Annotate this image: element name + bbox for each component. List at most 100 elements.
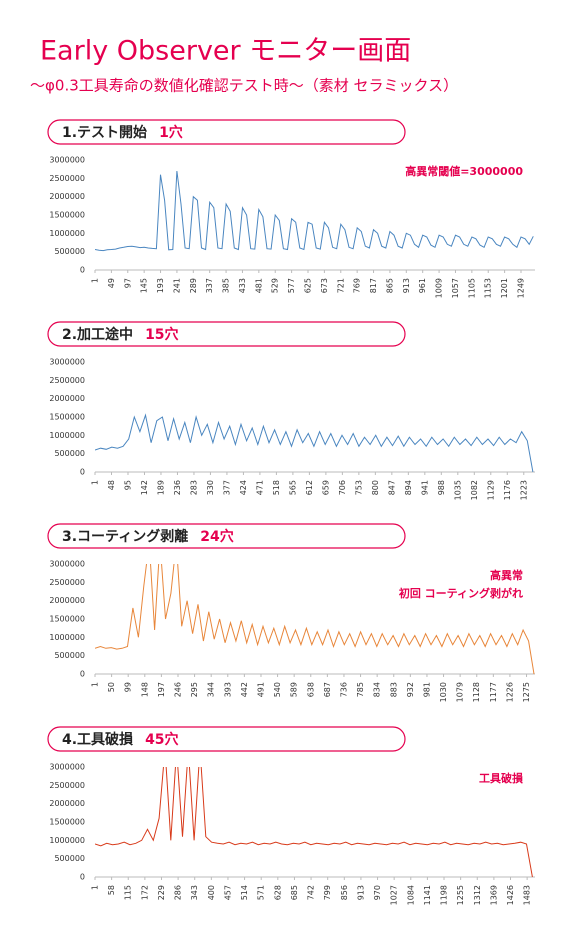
x-tick-label: 1	[91, 480, 100, 485]
x-tick-label: 913	[356, 885, 365, 900]
x-tick-label: 638	[306, 682, 315, 697]
x-tick-label: 337	[205, 278, 214, 293]
x-tick-label: 1141	[423, 885, 432, 905]
y-tick-label: 3000000	[49, 156, 85, 165]
y-tick-label: 1000000	[49, 229, 85, 238]
x-tick-label: 142	[140, 480, 149, 495]
y-tick-label: 2500000	[49, 174, 85, 183]
x-tick-label: 514	[240, 885, 249, 900]
y-tick-label: 1000000	[49, 836, 85, 845]
x-tick-label: 518	[272, 480, 281, 495]
x-tick-label: 847	[387, 480, 396, 495]
x-tick-label: 856	[340, 885, 349, 900]
section-header	[47, 726, 406, 752]
x-tick-label: 834	[373, 682, 382, 697]
y-tick-label: 2000000	[49, 192, 85, 201]
section-title: 2.加工途中	[62, 326, 133, 343]
x-tick-label: 481	[254, 278, 263, 293]
x-tick-label: 1198	[440, 885, 449, 905]
x-tick-label: 1030	[439, 682, 448, 702]
x-tick-label: 246	[173, 682, 182, 697]
x-tick-label: 385	[222, 278, 231, 293]
x-tick-label: 1176	[503, 480, 512, 500]
x-tick-label: 343	[190, 885, 199, 900]
x-tick-label: 612	[305, 480, 314, 495]
y-tick-label: 1500000	[49, 615, 85, 624]
y-tick-label: 1500000	[49, 211, 85, 220]
x-tick-label: 241	[172, 278, 181, 293]
y-tick-label: 2000000	[49, 394, 85, 403]
x-tick-label: 673	[320, 278, 329, 293]
y-tick-label: 3000000	[49, 358, 85, 367]
x-tick-label: 981	[422, 682, 431, 697]
x-tick-label: 1084	[406, 885, 415, 905]
x-tick-label: 883	[389, 682, 398, 697]
x-tick-label: 457	[223, 885, 232, 900]
x-tick-label: 1483	[523, 885, 532, 905]
x-tick-label: 1226	[505, 682, 514, 702]
x-tick-label: 742	[307, 885, 316, 900]
x-tick-label: 721	[336, 278, 345, 293]
y-tick-label: 3000000	[49, 560, 85, 569]
x-tick-label: 894	[404, 480, 413, 495]
x-tick-label: 236	[173, 480, 182, 495]
x-tick-label: 685	[290, 885, 299, 900]
y-tick-label: 1500000	[49, 818, 85, 827]
x-tick-label: 344	[207, 682, 216, 697]
y-tick-label: 500000	[54, 854, 85, 863]
x-tick-label: 172	[140, 885, 149, 900]
section-header	[47, 523, 406, 549]
section-count: 24穴	[200, 528, 233, 545]
annotation: 高異常閾値=3000000	[405, 164, 523, 178]
x-tick-label: 1	[91, 682, 100, 687]
x-tick-label: 145	[140, 278, 149, 293]
section-header	[47, 119, 406, 145]
page-subtitle: 〜φ0.3工具寿命の数値化確認テスト時〜（素材 セラミックス）	[30, 77, 458, 95]
x-tick-label: 1177	[489, 682, 498, 702]
y-tick-label: 0	[80, 873, 85, 882]
x-tick-label: 95	[123, 480, 132, 490]
x-tick-label: 1009	[435, 278, 444, 298]
x-tick-label: 865	[385, 278, 394, 293]
x-tick-label: 115	[124, 885, 133, 900]
x-tick-label: 50	[107, 682, 116, 692]
section-title: 1.テスト開始	[62, 124, 147, 141]
x-tick-label: 1027	[390, 885, 399, 905]
x-tick-label: 193	[156, 278, 165, 293]
data-line	[95, 767, 533, 877]
x-tick-label: 295	[190, 682, 199, 697]
x-tick-label: 189	[156, 480, 165, 495]
section-count: 15穴	[145, 326, 178, 343]
x-tick-label: 1255	[456, 885, 465, 905]
y-tick-label: 0	[80, 266, 85, 275]
data-line	[95, 564, 535, 674]
y-tick-label: 2500000	[49, 376, 85, 385]
x-tick-label: 625	[304, 278, 313, 293]
x-tick-label: 424	[239, 480, 248, 495]
x-tick-label: 1369	[489, 885, 498, 905]
x-tick-label: 148	[140, 682, 149, 697]
x-tick-label: 800	[371, 480, 380, 495]
x-tick-label: 433	[238, 278, 247, 293]
section-count: 1穴	[159, 124, 183, 141]
data-line	[95, 413, 534, 472]
x-tick-label: 97	[123, 278, 132, 288]
x-tick-label: 628	[273, 885, 282, 900]
x-tick-label: 1128	[472, 682, 481, 702]
x-tick-label: 400	[207, 885, 216, 900]
x-tick-label: 565	[288, 480, 297, 495]
x-tick-label: 1079	[456, 682, 465, 702]
y-tick-label: 0	[80, 670, 85, 679]
x-tick-label: 1035	[453, 480, 462, 500]
x-tick-label: 753	[354, 480, 363, 495]
x-tick-label: 58	[107, 885, 116, 895]
page-title: Early Observer モニター画面	[40, 36, 411, 67]
x-tick-label: 1153	[484, 278, 493, 298]
y-tick-label: 1000000	[49, 431, 85, 440]
y-tick-label: 2500000	[49, 578, 85, 587]
x-tick-label: 589	[290, 682, 299, 697]
annotation: 高異常	[490, 568, 523, 582]
x-tick-label: 988	[437, 480, 446, 495]
